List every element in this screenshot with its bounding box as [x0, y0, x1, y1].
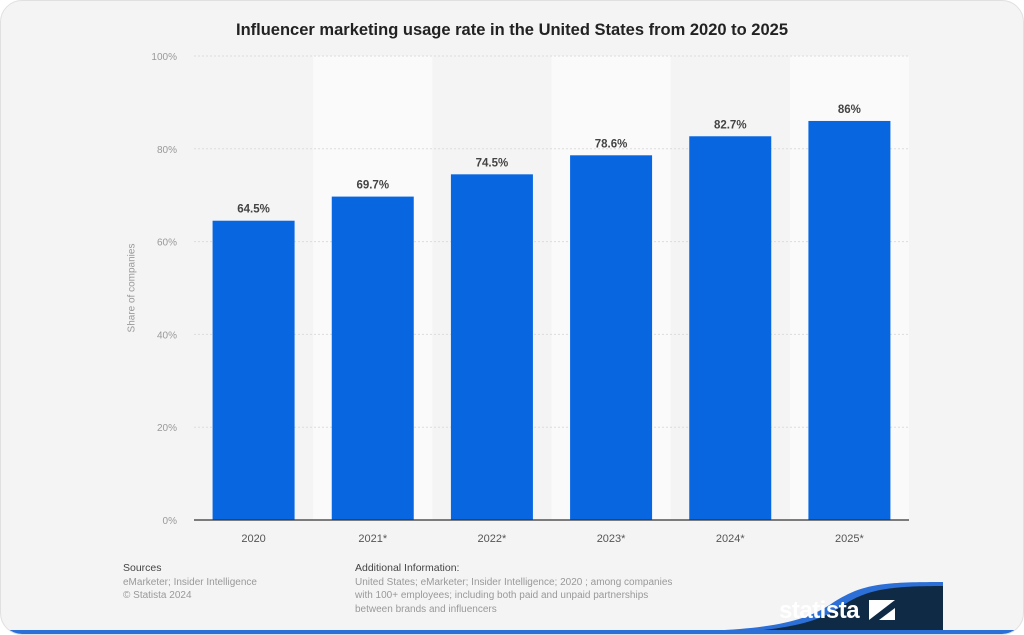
x-tick-label: 2020: [241, 533, 265, 545]
y-tick-label: 20%: [157, 423, 177, 434]
y-axis-label: Share of companies: [127, 244, 138, 333]
data-label: 64.5%: [237, 204, 270, 216]
x-tick-label: 2025*: [835, 533, 864, 545]
data-label: 78.6%: [595, 138, 628, 150]
x-tick-label: 2021*: [358, 533, 387, 545]
bottom-accent-line: [1, 630, 1023, 634]
x-tick-label: 2022*: [478, 533, 507, 545]
bar: [808, 121, 890, 520]
x-tick-label: 2024*: [716, 533, 745, 545]
y-tick-label: 40%: [157, 330, 177, 341]
statista-logo-icon: [869, 600, 895, 620]
y-tick-label: 100%: [151, 52, 177, 63]
data-label: 69.7%: [356, 180, 389, 192]
bar: [213, 221, 295, 520]
data-label: 86%: [838, 104, 861, 116]
bar: [332, 197, 414, 520]
x-tick-label: 2023*: [597, 533, 626, 545]
bar: [570, 155, 652, 520]
data-label: 82.7%: [714, 119, 747, 131]
bar: [451, 174, 533, 520]
y-tick-label: 0%: [163, 516, 178, 527]
y-tick-label: 80%: [157, 145, 177, 156]
bar: [689, 136, 771, 520]
bar-chart: 0% 20% 40% 60% 80% 100% 64.5% 2020 69.7% 2021* 74.…: [1, 1, 1024, 561]
y-tick-label: 60%: [157, 238, 177, 249]
statista-logo[interactable]: statista: [779, 597, 895, 625]
data-label: 74.5%: [476, 157, 509, 169]
